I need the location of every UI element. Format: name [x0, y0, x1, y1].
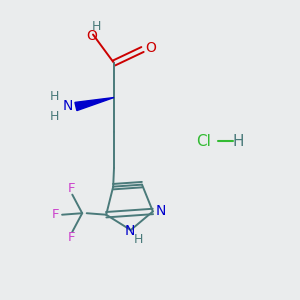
- Text: F: F: [68, 231, 75, 244]
- Text: N: N: [125, 224, 135, 238]
- Text: H: H: [50, 89, 60, 103]
- Text: N: N: [155, 205, 166, 218]
- Text: O: O: [146, 41, 156, 55]
- Text: Cl: Cl: [196, 134, 211, 148]
- Text: F: F: [68, 182, 75, 195]
- Text: O: O: [86, 29, 97, 43]
- Text: N: N: [63, 100, 73, 113]
- Polygon shape: [75, 98, 114, 111]
- Text: F: F: [52, 208, 59, 221]
- Text: H: H: [50, 110, 60, 124]
- Text: H: H: [92, 20, 101, 33]
- Text: H: H: [233, 134, 244, 148]
- Text: H: H: [134, 232, 143, 245]
